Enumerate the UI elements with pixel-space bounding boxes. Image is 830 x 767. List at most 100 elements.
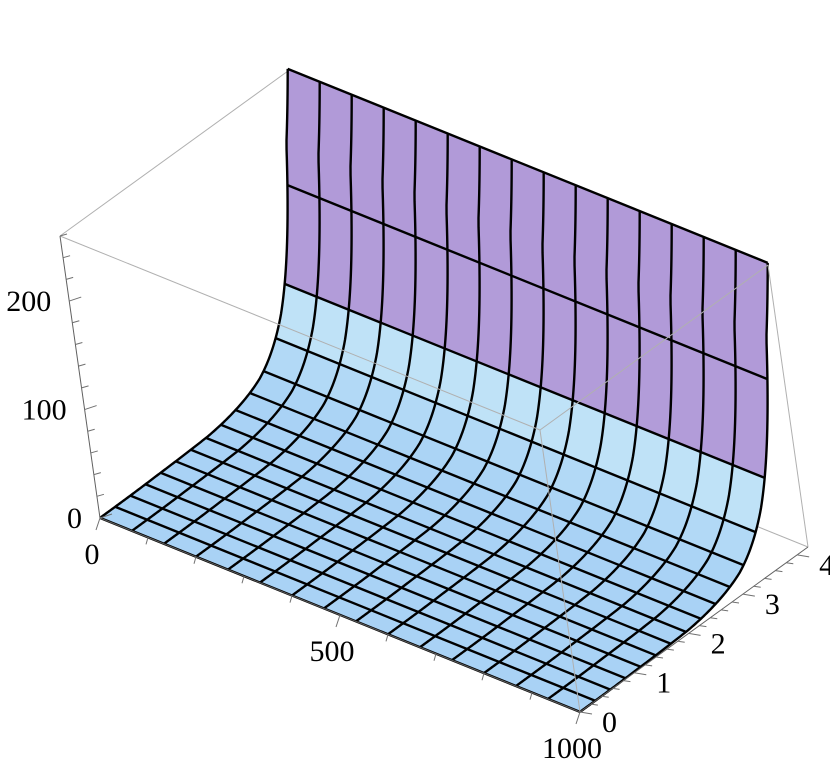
y-minor-tick	[601, 695, 609, 698]
x-tick	[575, 711, 581, 725]
surface-face	[647, 493, 692, 540]
surface-face	[606, 606, 654, 631]
surface-face	[487, 428, 532, 475]
surface-face	[493, 541, 541, 568]
surface-face	[177, 485, 225, 511]
surface-face	[540, 539, 588, 568]
surface-face	[591, 617, 639, 643]
surface-face	[423, 402, 468, 449]
surface-face	[444, 500, 492, 529]
surface-face	[320, 525, 368, 551]
mesh-line-x	[451, 211, 641, 662]
z-tick-label: 100	[22, 394, 67, 427]
surface-face	[380, 474, 428, 503]
surface-face	[499, 650, 547, 675]
surface-face	[636, 578, 684, 606]
surface-face	[354, 574, 402, 600]
surface-face	[508, 526, 556, 555]
surface-face	[222, 450, 270, 476]
surface-face	[563, 400, 605, 468]
surface-face	[131, 519, 180, 544]
surface-face	[339, 586, 387, 611]
surface-face	[162, 497, 210, 522]
surface-face	[542, 580, 590, 605]
y-tick-label: 0	[602, 706, 617, 739]
surface-face	[700, 353, 736, 465]
z-minor-tick	[62, 255, 71, 259]
surface-face	[220, 409, 268, 438]
surface-face	[418, 600, 466, 625]
x-minor-tick	[433, 653, 437, 661]
z-minor-tick	[75, 341, 83, 345]
x-minor-tick	[385, 634, 389, 642]
surface-face	[352, 538, 400, 564]
box-edge	[539, 429, 581, 713]
z-minor-tick	[87, 428, 95, 432]
y-tick	[634, 672, 647, 676]
mesh-line-y	[220, 423, 702, 620]
surface-face	[476, 513, 524, 542]
z-tick	[69, 296, 82, 302]
surface-face	[433, 589, 481, 614]
surface-face	[419, 636, 468, 661]
surface-mesh	[99, 67, 769, 714]
x-minor-tick	[289, 595, 293, 603]
surface-face	[387, 623, 436, 648]
surface-face	[359, 376, 404, 423]
surface-face	[291, 584, 340, 609]
surface-face	[369, 563, 417, 588]
surface-face	[510, 159, 544, 289]
surface-face	[732, 366, 768, 478]
surface-face	[290, 548, 338, 574]
y-minor-tick	[721, 609, 729, 612]
z-minor-tick	[72, 320, 80, 324]
surface-face	[615, 480, 660, 527]
surface-face	[574, 593, 622, 618]
surface-face	[576, 629, 624, 654]
surface-face	[401, 576, 449, 601]
surface-face	[446, 133, 480, 263]
z-minor-tick	[93, 472, 101, 476]
mesh-line-x	[355, 172, 545, 623]
box-edge	[767, 264, 809, 548]
surface-face	[531, 663, 579, 688]
surface-face	[205, 424, 253, 451]
surface-face	[355, 610, 404, 635]
surface-face	[331, 431, 378, 462]
mesh-line-y	[287, 67, 769, 264]
y-minor-tick	[699, 625, 707, 628]
surface-face	[192, 474, 240, 499]
y-tick	[688, 632, 701, 636]
y-minor-tick	[775, 570, 783, 573]
surface-face	[515, 674, 564, 699]
z-minor-tick	[96, 493, 105, 497]
y-minor-tick	[645, 664, 653, 667]
x-tick	[95, 517, 101, 531]
surface-face	[243, 547, 291, 572]
surface-face	[619, 548, 666, 579]
surface-face	[237, 437, 285, 464]
surface-face	[593, 653, 641, 679]
surface-face	[523, 509, 570, 540]
surface-face	[451, 649, 500, 674]
mesh-line-x	[419, 198, 609, 649]
surface-face	[668, 340, 704, 452]
mesh-line-y	[284, 282, 766, 479]
z-minor-tick	[90, 450, 98, 454]
mesh-line-y	[114, 505, 596, 702]
z-tick	[84, 405, 97, 411]
surface-face	[147, 508, 195, 533]
surface-face	[305, 537, 353, 562]
surface-face	[350, 502, 398, 528]
surface-face	[448, 577, 496, 603]
y-minor-tick	[753, 585, 761, 588]
surface-face	[316, 198, 352, 310]
mesh-line-x	[483, 224, 673, 675]
surface-face	[557, 567, 605, 594]
surface-face	[371, 599, 419, 624]
z-minor-tick	[78, 363, 86, 367]
mesh-line-x	[259, 133, 449, 584]
surface-face	[307, 573, 355, 598]
surface-face	[478, 554, 526, 580]
